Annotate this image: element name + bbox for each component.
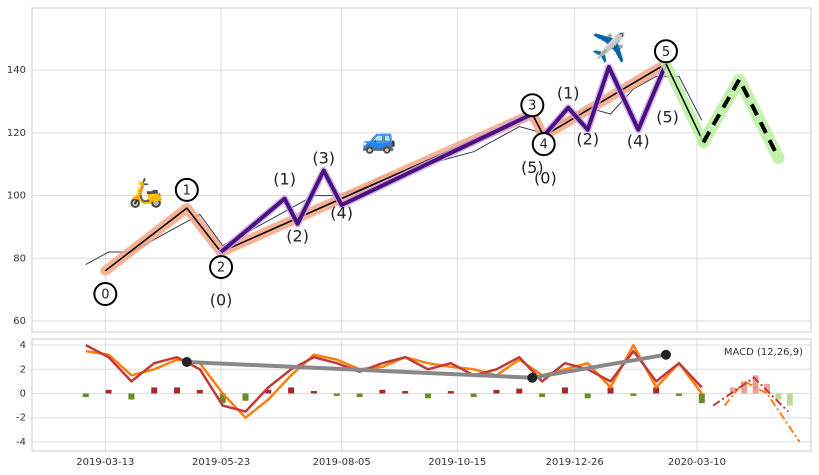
point-marker (527, 372, 538, 383)
y-tick-label: -2 (16, 413, 26, 424)
point-marker (660, 349, 671, 360)
histogram-bar (265, 389, 272, 394)
wave-label: (1) (273, 169, 296, 188)
series-line (712, 376, 789, 413)
y-tick-label: 2 (20, 364, 26, 375)
y-tick-label: 140 (7, 65, 26, 76)
panel-title: MACD (12,26,9) (724, 347, 803, 358)
histogram-bar (493, 389, 500, 394)
series-line (219, 112, 534, 254)
histogram-bar (729, 387, 736, 394)
y-tick-label: 4 (20, 340, 26, 351)
y-tick-label: 80 (13, 253, 26, 264)
histogram-bar (174, 387, 181, 394)
series-line (701, 77, 781, 159)
wave-label: (2) (576, 130, 599, 149)
icon: 🚙 (362, 122, 397, 155)
series-line (104, 63, 667, 272)
wave-label: (2) (286, 227, 309, 246)
wave-circle (653, 39, 678, 64)
x-tick-label: 2019-03-13 (76, 457, 134, 468)
wave-circle (93, 282, 118, 307)
histogram-bar (151, 387, 158, 394)
histogram-bar (425, 393, 432, 399)
histogram-bar (82, 393, 89, 398)
wave-label: 5 (662, 45, 670, 60)
wave-label: 4 (540, 138, 548, 153)
histogram-bar (653, 387, 660, 394)
x-tick-label: 2019-08-05 (313, 457, 371, 468)
histogram-bar (242, 393, 249, 401)
x-tick-label: 2020-03-10 (668, 457, 726, 468)
histogram-bar (763, 383, 770, 394)
histogram-bar (561, 387, 568, 394)
histogram-bar (333, 393, 340, 396)
y-tick-label: -4 (16, 437, 26, 448)
wave-label: (5) (656, 108, 679, 127)
wave-label: (3) (312, 148, 335, 167)
series-line (665, 63, 705, 143)
series-line (723, 380, 801, 443)
histogram-bar (630, 393, 637, 396)
histogram-bar (288, 387, 295, 394)
wave-label: (4) (627, 131, 650, 150)
plot-area (31, 338, 812, 452)
icon: 🛵 (129, 176, 164, 209)
wave-label: (5) (521, 158, 544, 177)
x-tick-label: 2019-05-23 (192, 457, 250, 468)
histogram-bar (584, 393, 591, 399)
wave-label: (0) (534, 168, 557, 187)
histogram-bar (539, 393, 546, 398)
histogram-bar (356, 393, 363, 398)
histogram-bar (196, 389, 203, 394)
histogram-bar (698, 393, 705, 404)
histogram-bar (379, 389, 386, 394)
wave-label: 1 (183, 183, 191, 198)
y-tick-label: 120 (7, 128, 26, 139)
wave-label: (0) (210, 291, 233, 310)
histogram-bar (219, 393, 226, 404)
x-tick-label: 2019-12-26 (546, 457, 604, 468)
series-line (542, 63, 668, 138)
histogram-bar (516, 388, 523, 394)
histogram-bar (470, 393, 477, 398)
point-marker (181, 357, 192, 368)
x-tick-label: 2019-10-15 (428, 457, 486, 468)
histogram-bar (775, 393, 782, 400)
histogram-bar (607, 387, 614, 394)
y-tick-label: 100 (7, 191, 26, 202)
wave-label: (1) (557, 83, 580, 102)
histogram-bar (752, 375, 759, 394)
wave-label: 3 (528, 99, 536, 114)
wave-label: 0 (101, 288, 109, 303)
histogram-bar (128, 393, 135, 400)
histogram-bar (105, 389, 112, 394)
histogram-bar (675, 393, 682, 396)
wave-label: 2 (217, 261, 225, 276)
wave-circle (520, 93, 545, 118)
y-tick-label: 0 (20, 388, 26, 399)
histogram-bar (310, 391, 317, 394)
histogram-bar (447, 391, 454, 394)
wave-circle (174, 177, 199, 202)
wave-circle (209, 255, 234, 280)
wave-label: (4) (330, 204, 353, 223)
icon: ✈️ (591, 30, 626, 64)
histogram-bar (786, 393, 793, 406)
histogram-bar (402, 391, 409, 394)
y-tick-label: 60 (13, 316, 26, 327)
histogram-bar (741, 381, 748, 394)
wave-circle (531, 132, 556, 157)
